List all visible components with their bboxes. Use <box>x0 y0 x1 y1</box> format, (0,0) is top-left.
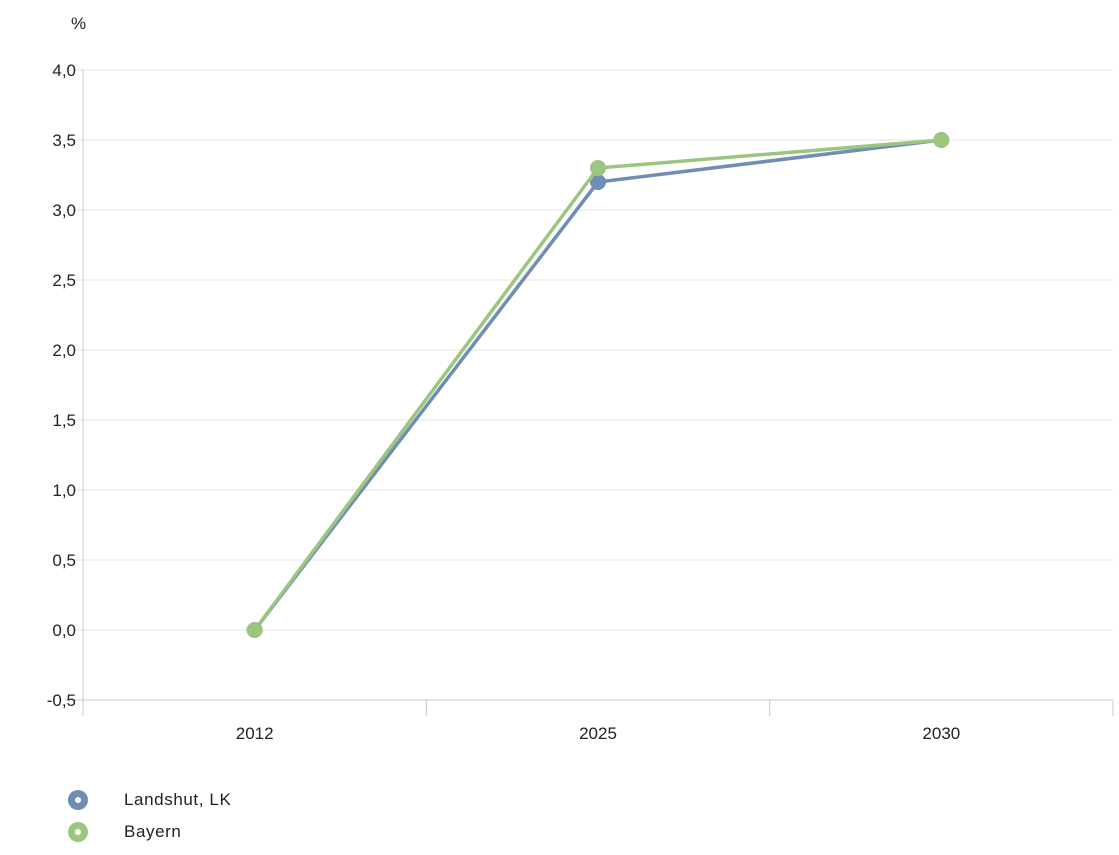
grid-lines <box>65 69 1113 701</box>
y-axis-unit-label: % <box>71 14 87 33</box>
y-tick-label: 3,0 <box>52 201 76 220</box>
y-tick-labels: -0,5 0,0 0,5 1,0 1,5 2,0 2,5 3,0 3,5 4,0 <box>47 61 76 710</box>
series-landshut <box>246 132 950 638</box>
data-point <box>933 132 950 148</box>
x-tick-labels: 2012 2025 2030 <box>236 724 960 743</box>
data-point <box>590 160 606 176</box>
series-line <box>252 138 944 632</box>
y-tick-label: 0,0 <box>52 621 76 640</box>
legend-label-bayern: Bayern <box>124 822 182 841</box>
x-tick-label: 2012 <box>236 724 274 743</box>
y-tick-label: 1,5 <box>52 411 76 430</box>
y-tick-label: -0,5 <box>47 691 76 710</box>
legend: Landshut, LK Bayern <box>68 784 231 848</box>
y-tick-label: 1,0 <box>52 481 76 500</box>
y-tick-label: 0,5 <box>52 551 76 570</box>
legend-item-landshut[interactable]: Landshut, LK <box>68 784 231 816</box>
legend-marker-bayern <box>68 822 88 842</box>
axes <box>82 70 1114 716</box>
x-tick-label: 2030 <box>922 724 960 743</box>
series-lines <box>246 132 950 638</box>
legend-marker-landshut <box>68 790 88 810</box>
y-tick-label: 2,5 <box>52 271 76 290</box>
data-point <box>590 174 606 190</box>
x-tick-label: 2025 <box>579 724 617 743</box>
y-tick-label: 4,0 <box>52 61 76 80</box>
legend-item-bayern[interactable]: Bayern <box>68 816 231 848</box>
series-bayern <box>246 132 950 638</box>
y-tick-label: 3,5 <box>52 131 76 150</box>
y-tick-label: 2,0 <box>52 341 76 360</box>
series-line <box>252 138 944 632</box>
legend-label-landshut: Landshut, LK <box>124 790 232 809</box>
data-point <box>246 622 263 638</box>
